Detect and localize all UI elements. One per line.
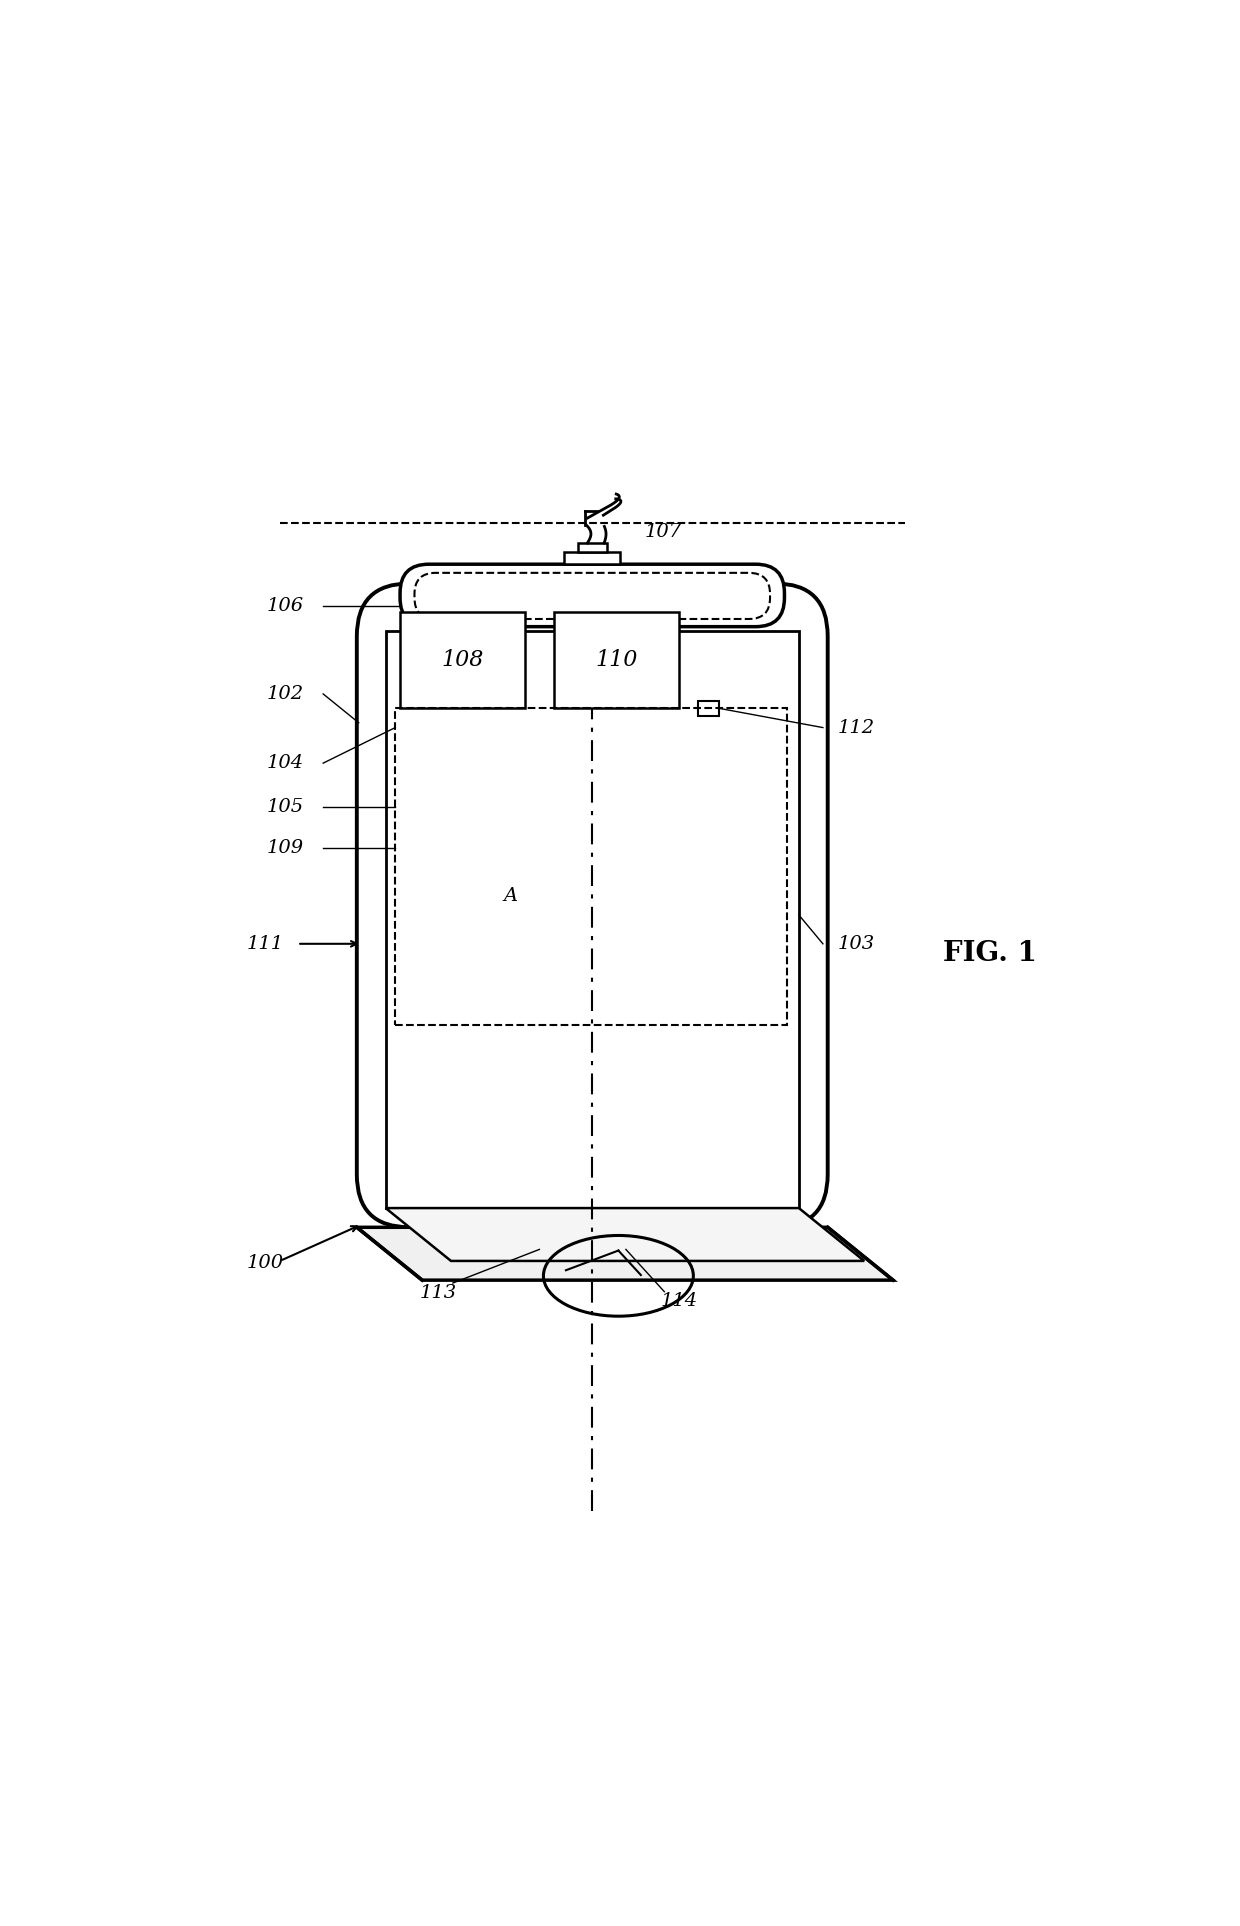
Text: 111: 111 bbox=[247, 934, 284, 953]
Bar bbox=[698, 701, 719, 716]
Text: 100: 100 bbox=[247, 1254, 284, 1271]
Text: 114: 114 bbox=[660, 1292, 697, 1310]
Bar bbox=[396, 709, 787, 1025]
Bar bbox=[554, 612, 678, 709]
Text: FIG. 1: FIG. 1 bbox=[942, 940, 1037, 967]
Text: 112: 112 bbox=[837, 718, 874, 736]
Text: 104: 104 bbox=[267, 755, 304, 772]
Text: 109: 109 bbox=[267, 838, 304, 857]
FancyBboxPatch shape bbox=[401, 564, 785, 626]
Text: 105: 105 bbox=[267, 799, 304, 817]
Polygon shape bbox=[386, 1208, 864, 1262]
Text: 113: 113 bbox=[420, 1283, 458, 1302]
Text: 106: 106 bbox=[267, 597, 304, 614]
Text: 102: 102 bbox=[267, 686, 304, 703]
Text: 107: 107 bbox=[645, 524, 682, 541]
Text: A: A bbox=[503, 886, 517, 905]
Text: 103: 103 bbox=[837, 934, 874, 953]
FancyBboxPatch shape bbox=[357, 584, 828, 1227]
Bar bbox=[401, 612, 525, 709]
Text: 108: 108 bbox=[441, 649, 484, 672]
Bar bbox=[564, 551, 620, 564]
Bar bbox=[386, 632, 799, 1208]
Bar bbox=[578, 543, 606, 551]
Polygon shape bbox=[357, 1227, 893, 1281]
Text: 110: 110 bbox=[595, 649, 637, 672]
